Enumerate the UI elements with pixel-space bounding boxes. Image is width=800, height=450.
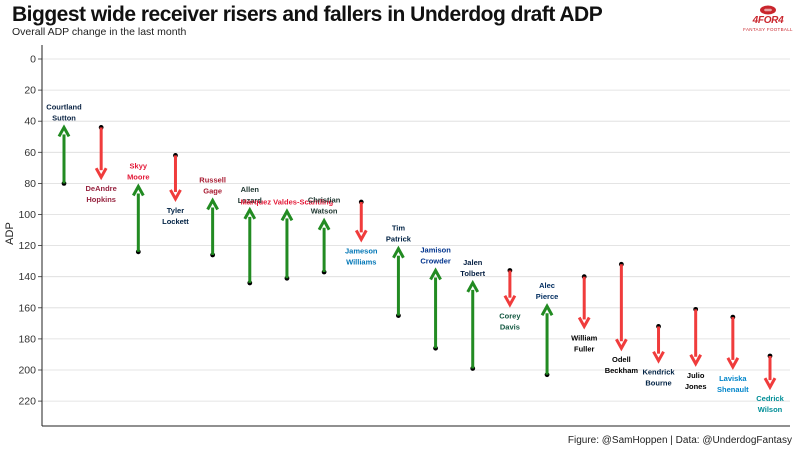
player-label: William Fuller	[571, 333, 598, 353]
player-label: Courtland Sutton	[46, 102, 82, 122]
arrow-head	[280, 208, 294, 222]
player-label: Christian Watson	[308, 196, 341, 216]
football-logo-icon	[760, 5, 776, 15]
y-tick-label: 80	[24, 178, 36, 190]
arrow-head	[317, 217, 331, 231]
arrow-head	[689, 354, 702, 367]
player-label: Marquez Valdes-Scantling	[241, 197, 334, 206]
y-tick-label: 180	[18, 333, 36, 345]
arrow-head	[763, 377, 777, 391]
logo-text: 4FOR4	[752, 15, 784, 26]
player-label: Russell Gage	[199, 176, 226, 196]
arrow-head	[94, 167, 108, 181]
figure-caption: Figure: @SamHoppen | Data: @UnderdogFant…	[567, 435, 792, 446]
player-label: Odell Beckham	[605, 355, 639, 375]
player-label: Cedrick Wilson	[756, 394, 784, 414]
arrow-head	[615, 338, 628, 352]
arrow-head	[132, 183, 145, 197]
arrow-head	[392, 245, 405, 259]
arrow-head	[206, 197, 219, 211]
y-tick-label: 40	[24, 116, 36, 128]
arrow-head	[354, 229, 368, 243]
y-tick-label: 220	[18, 396, 36, 408]
y-tick-label: 20	[24, 85, 36, 97]
y-tick-label: 200	[18, 365, 36, 377]
arrow-head	[652, 350, 665, 364]
arrow-head	[726, 357, 740, 370]
player-label: Skyy Moore	[127, 162, 150, 182]
player-label: Laviska Shenault	[717, 374, 749, 394]
y-tick-label: 0	[30, 54, 36, 66]
arrow-head	[57, 124, 71, 138]
y-tick-label: 120	[18, 240, 36, 252]
player-label: Jalen Tolbert	[460, 258, 485, 278]
player-label: Julio Jones	[685, 371, 707, 391]
chart-subtitle: Overall ADP change in the last month	[12, 26, 187, 38]
arrow-head	[577, 316, 591, 330]
player-label: Jamison Crowder	[420, 245, 451, 265]
arrow-head	[503, 294, 517, 308]
arrow-head	[540, 303, 554, 316]
arrow-head	[169, 189, 182, 203]
player-label: DeAndre Hopkins	[86, 184, 117, 204]
y-axis-label: ADP	[4, 222, 16, 245]
player-label: Allen Lazard	[238, 185, 263, 205]
player-label: Tyler Lockett	[162, 206, 189, 226]
player-label: Jameson Williams	[345, 246, 378, 266]
player-label: Corey Davis	[499, 312, 521, 332]
arrow-head	[429, 267, 442, 281]
arrow-head	[243, 206, 257, 220]
logo-subtext: FANTASY FOOTBALL	[743, 27, 793, 32]
y-tick-label: 140	[18, 271, 36, 283]
player-label: Alec Pierce	[536, 281, 559, 301]
chart-title: Biggest wide receiver risers and fallers…	[12, 3, 603, 26]
y-tick-label: 60	[24, 147, 36, 159]
player-label: Tim Patrick	[386, 224, 412, 244]
y-tick-label: 160	[18, 302, 36, 314]
player-label: Kendrick Bourne	[642, 368, 675, 388]
y-tick-label: 100	[18, 209, 36, 221]
arrow-head	[466, 279, 480, 293]
